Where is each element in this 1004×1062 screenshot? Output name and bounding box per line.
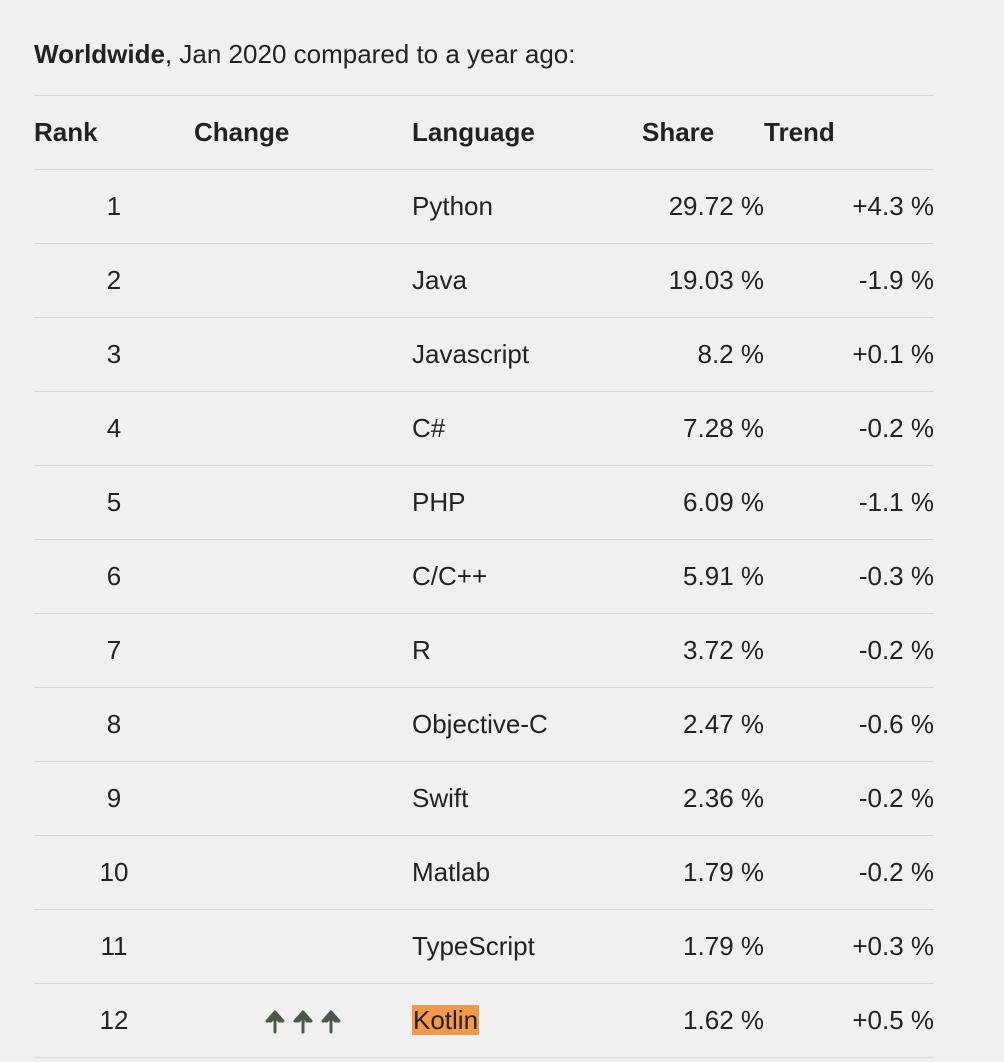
column-header-rank: Rank xyxy=(34,95,194,170)
cell-change xyxy=(194,687,412,762)
table-row: 10 Matlab 1.79 % -0.2 % xyxy=(34,835,934,910)
cell-language: Java xyxy=(412,243,642,318)
column-header-trend: Trend xyxy=(764,95,934,170)
heading-region: Worldwide xyxy=(34,39,165,69)
cell-share: 6.09 % xyxy=(642,465,764,540)
cell-share: 2.36 % xyxy=(642,761,764,836)
cell-language: PHP xyxy=(412,465,642,540)
cell-rank: 6 xyxy=(34,539,194,614)
cell-rank: 12 xyxy=(34,983,194,1058)
cell-share: 1.79 % xyxy=(642,909,764,984)
cell-share: 1.79 % xyxy=(642,835,764,910)
cell-share: 3.72 % xyxy=(642,613,764,688)
column-header-language: Language xyxy=(412,95,642,170)
up-arrow-icon xyxy=(290,1009,316,1035)
table-row: 9 Swift 2.36 % -0.2 % xyxy=(34,761,934,836)
cell-change xyxy=(194,169,412,244)
cell-share: 1.62 % xyxy=(642,983,764,1058)
highlighted-language: Kotlin xyxy=(412,1005,480,1035)
cell-language: Objective-C xyxy=(412,687,642,762)
cell-trend: -1.9 % xyxy=(764,243,934,318)
cell-trend: -0.2 % xyxy=(764,613,934,688)
table-row: 2 Java 19.03 % -1.9 % xyxy=(34,243,934,318)
cell-rank: 11 xyxy=(34,909,194,984)
cell-change xyxy=(194,835,412,910)
table-row: 3 Javascript 8.2 % +0.1 % xyxy=(34,317,934,392)
cell-change xyxy=(194,909,412,984)
cell-trend: +0.5 % xyxy=(764,983,934,1058)
cell-trend: -0.2 % xyxy=(764,391,934,466)
cell-rank: 1 xyxy=(34,169,194,244)
cell-rank: 2 xyxy=(34,243,194,318)
cell-language: Matlab xyxy=(412,835,642,910)
cell-language: C/C++ xyxy=(412,539,642,614)
cell-change xyxy=(194,465,412,540)
cell-language: Javascript xyxy=(412,317,642,392)
cell-share: 29.72 % xyxy=(642,169,764,244)
language-ranking-table: Rank Change Language Share Trend 1 Pytho… xyxy=(34,95,934,1058)
table-row: 5 PHP 6.09 % -1.1 % xyxy=(34,465,934,540)
cell-change xyxy=(194,761,412,836)
cell-rank: 5 xyxy=(34,465,194,540)
cell-share: 7.28 % xyxy=(642,391,764,466)
cell-share: 5.91 % xyxy=(642,539,764,614)
cell-change xyxy=(194,613,412,688)
column-header-change: Change xyxy=(194,95,412,170)
cell-trend: +4.3 % xyxy=(764,169,934,244)
table-row: 7 R 3.72 % -0.2 % xyxy=(34,613,934,688)
cell-change xyxy=(194,243,412,318)
cell-share: 19.03 % xyxy=(642,243,764,318)
page-heading: Worldwide, Jan 2020 compared to a year a… xyxy=(34,38,575,70)
cell-rank: 7 xyxy=(34,613,194,688)
column-header-share: Share xyxy=(642,95,764,170)
cell-trend: -0.3 % xyxy=(764,539,934,614)
cell-change xyxy=(194,317,412,392)
cell-trend: -1.1 % xyxy=(764,465,934,540)
cell-share: 8.2 % xyxy=(642,317,764,392)
table-row: 11 TypeScript 1.79 % +0.3 % xyxy=(34,909,934,984)
up-arrow-icon xyxy=(318,1009,344,1035)
table-row: 4 C# 7.28 % -0.2 % xyxy=(34,391,934,466)
cell-share: 2.47 % xyxy=(642,687,764,762)
cell-rank: 4 xyxy=(34,391,194,466)
cell-rank: 10 xyxy=(34,835,194,910)
cell-change xyxy=(194,391,412,466)
table-row: 1 Python 29.72 % +4.3 % xyxy=(34,169,934,244)
cell-trend: -0.2 % xyxy=(764,835,934,910)
table-row: 8 Objective-C 2.47 % -0.6 % xyxy=(34,687,934,762)
cell-trend: +0.1 % xyxy=(764,317,934,392)
cell-rank: 9 xyxy=(34,761,194,836)
table-row: 6 C/C++ 5.91 % -0.3 % xyxy=(34,539,934,614)
table-row: 12 Kotlin 1.62 % xyxy=(34,983,934,1058)
triple-up-arrow-icon xyxy=(262,1009,344,1035)
cell-language: TypeScript xyxy=(412,909,642,984)
cell-language: C# xyxy=(412,391,642,466)
heading-description: , Jan 2020 compared to a year ago: xyxy=(164,39,576,69)
cell-rank: 8 xyxy=(34,687,194,762)
cell-language: R xyxy=(412,613,642,688)
cell-change xyxy=(194,539,412,614)
cell-trend: -0.6 % xyxy=(764,687,934,762)
up-arrow-icon xyxy=(262,1009,288,1035)
cell-change xyxy=(194,983,412,1058)
cell-language: Swift xyxy=(412,761,642,836)
cell-trend: +0.3 % xyxy=(764,909,934,984)
cell-trend: -0.2 % xyxy=(764,761,934,836)
cell-language: Kotlin xyxy=(412,983,642,1058)
table-header-row: Rank Change Language Share Trend xyxy=(34,95,934,170)
cell-rank: 3 xyxy=(34,317,194,392)
cell-language: Python xyxy=(412,169,642,244)
